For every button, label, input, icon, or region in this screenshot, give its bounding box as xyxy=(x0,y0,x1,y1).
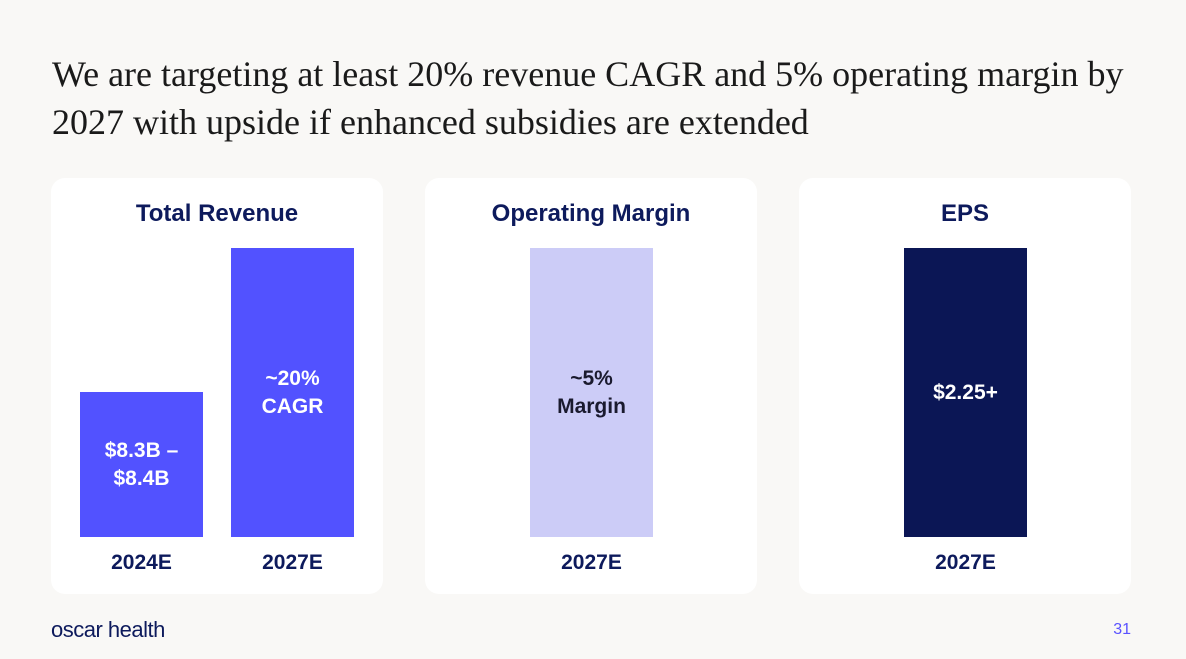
data-label-2024e: $8.3B – $8.4B xyxy=(104,438,179,490)
bar-2027e: ~20% CAGR xyxy=(231,248,354,537)
chart-title: Total Revenue xyxy=(135,200,299,227)
bar-eps-2027e: $2.25+ xyxy=(904,248,1027,537)
chart-title: EPS xyxy=(940,200,990,227)
data-label-margin: ~5% Margin xyxy=(557,366,626,418)
chart-card-eps: EPS $2.25+ 2027E xyxy=(799,178,1131,594)
category-label-2027e: 2027E xyxy=(561,551,622,574)
chart-card-total-revenue: Total Revenue $8.3B – $8.4B ~20% CAGR 20… xyxy=(51,178,383,594)
data-label-2027e: ~20% CAGR xyxy=(261,366,324,418)
slide-title: We are targeting at least 20% revenue CA… xyxy=(52,54,1124,142)
chart-card-operating-margin: Operating Margin ~5% Margin 2027E xyxy=(425,178,757,594)
oscar-health-logo: oscar health xyxy=(51,617,165,642)
bar-2024e: $8.3B – $8.4B xyxy=(80,392,203,537)
data-label-eps: $2.25+ xyxy=(933,380,998,404)
bar-margin-2027e: ~5% Margin xyxy=(530,248,653,537)
chart-title: Operating Margin xyxy=(491,200,691,227)
category-label-2027e: 2027E xyxy=(935,551,996,574)
category-label-2027e: 2027E xyxy=(262,551,323,574)
page-number: 31 xyxy=(1113,621,1131,638)
category-label-2024e: 2024E xyxy=(111,551,172,574)
